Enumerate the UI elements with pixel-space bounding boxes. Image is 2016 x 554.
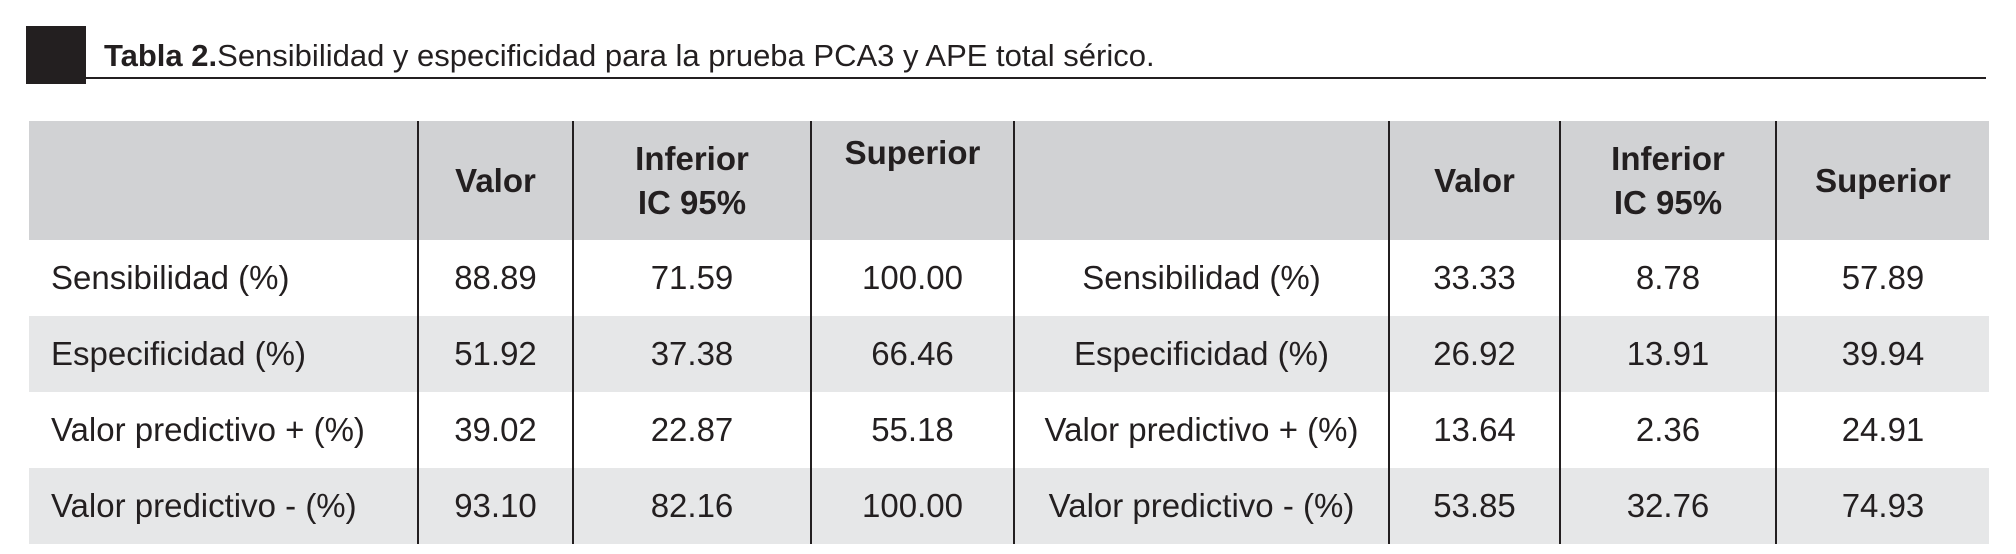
header-inferior-line1: Inferior	[1611, 139, 1725, 177]
row-label: Sensibilidad (%)	[29, 240, 418, 316]
table-cell: 13.91	[1559, 316, 1776, 392]
row-label: Especificidad (%)	[1013, 316, 1389, 392]
caption-rule	[86, 77, 1986, 79]
table-cell: 2.36	[1559, 392, 1776, 468]
table-cell: 100.00	[810, 240, 1014, 316]
row-label: Sensibilidad (%)	[1013, 240, 1389, 316]
header-cell-valor-left: Valor	[417, 121, 573, 240]
table-caption: Tabla 2.Sensibilidad y especificidad par…	[104, 36, 1155, 76]
table-cell: 71.59	[572, 240, 811, 316]
table-cell: 53.85	[1388, 468, 1560, 544]
row-label: Valor predictivo + (%)	[29, 392, 418, 468]
table-cell: 26.92	[1388, 316, 1560, 392]
table-cell: 74.93	[1775, 468, 1989, 544]
table-row: Valor predictivo - (%) 93.10 82.16 100.0…	[29, 468, 1989, 544]
header-cell-valor-right: Valor	[1388, 121, 1560, 240]
table-row: Sensibilidad (%) 88.89 71.59 100.00 Sens…	[29, 240, 1989, 316]
header-inferior-line2: IC 95%	[637, 183, 747, 221]
header-inferior-line1: Inferior	[635, 139, 749, 177]
table-cell: 93.10	[417, 468, 573, 544]
header-cell-superior-right: Superior	[1775, 121, 1989, 240]
table-cell: 39.94	[1775, 316, 1989, 392]
table-cell: 22.87	[572, 392, 811, 468]
sensitivity-specificity-table: Valor Inferior IC 95% Superior Valor Inf…	[29, 121, 1989, 544]
table-cell: 51.92	[417, 316, 573, 392]
table-row: Valor predictivo + (%) 39.02 22.87 55.18…	[29, 392, 1989, 468]
row-label: Valor predictivo - (%)	[1013, 468, 1389, 544]
table-cell: 100.00	[810, 468, 1014, 544]
table-cell: 82.16	[572, 468, 811, 544]
table-cell: 39.02	[417, 392, 573, 468]
table-row: Especificidad (%) 51.92 37.38 66.46 Espe…	[29, 316, 1989, 392]
header-cell-inferior-right: Inferior IC 95%	[1559, 121, 1776, 240]
row-label: Especificidad (%)	[29, 316, 418, 392]
header-cell-superior-left: Superior	[810, 121, 1014, 240]
row-label: Valor predictivo - (%)	[29, 468, 418, 544]
row-label: Valor predictivo + (%)	[1013, 392, 1389, 468]
table-cell: 8.78	[1559, 240, 1776, 316]
table-cell: 57.89	[1775, 240, 1989, 316]
header-cell-empty-right	[1013, 121, 1389, 240]
table-cell: 24.91	[1775, 392, 1989, 468]
table-cell: 33.33	[1388, 240, 1560, 316]
table-cell: 55.18	[810, 392, 1014, 468]
caption-text: Sensibilidad y especificidad para la pru…	[217, 38, 1155, 73]
table-cell: 66.46	[810, 316, 1014, 392]
table-cell: 32.76	[1559, 468, 1776, 544]
header-cell-inferior-left: Inferior IC 95%	[572, 121, 811, 240]
header-cell-empty-left	[29, 121, 418, 240]
caption-label: Tabla 2.	[104, 38, 218, 73]
table-cell: 88.89	[417, 240, 573, 316]
table-cell: 37.38	[572, 316, 811, 392]
header-inferior-line2: IC 95%	[1613, 183, 1723, 221]
caption-marker-block	[26, 26, 86, 84]
header-row: Valor Inferior IC 95% Superior Valor Inf…	[29, 121, 1989, 240]
table-cell: 13.64	[1388, 392, 1560, 468]
